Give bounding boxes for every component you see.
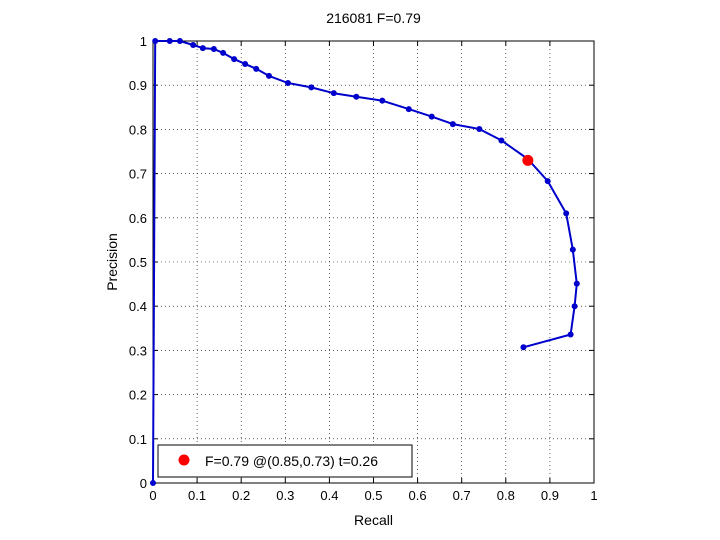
data-point [330, 90, 337, 97]
x-tick-label: 0.2 [232, 488, 250, 503]
y-tick-label: 0.9 [129, 78, 147, 93]
data-point [220, 49, 227, 56]
data-point [199, 45, 206, 52]
y-tick-label: 0.5 [129, 255, 147, 270]
data-point [567, 331, 574, 338]
series-layer [150, 38, 580, 486]
data-point [379, 97, 386, 104]
data-point [190, 41, 197, 48]
x-tick-label: 0 [149, 488, 156, 503]
data-point [571, 303, 578, 310]
y-tick-label: 0.2 [129, 388, 147, 403]
x-tick-label: 0.8 [497, 488, 515, 503]
data-point [150, 480, 156, 486]
y-tick-label: 1 [140, 34, 147, 49]
legend-marker [178, 454, 190, 466]
data-point [353, 93, 360, 100]
y-tick-label: 0.4 [129, 299, 147, 314]
chart-title: 216081 F=0.79 [326, 10, 421, 26]
x-tick-label: 0.1 [188, 488, 206, 503]
data-point [544, 178, 551, 185]
data-point [449, 121, 456, 128]
x-tick-label: 1 [590, 488, 597, 503]
best-f-point [522, 154, 534, 166]
data-point [253, 65, 260, 72]
data-point [176, 38, 183, 44]
data-point [569, 246, 576, 253]
legend: F=0.79 @(0.85,0.73) t=0.26 [157, 444, 413, 478]
x-tick-label: 0.4 [320, 488, 338, 503]
data-point [563, 210, 570, 217]
grid-lines [153, 41, 594, 483]
legend-box [157, 444, 413, 478]
x-tick-label: 0.7 [453, 488, 471, 503]
data-point [405, 106, 412, 113]
y-tick-label: 0.7 [129, 167, 147, 182]
y-tick-label: 0.1 [129, 432, 147, 447]
data-point [166, 38, 173, 44]
data-point [210, 45, 217, 52]
plot-frame [152, 40, 595, 484]
data-point [231, 56, 238, 63]
data-point [428, 113, 435, 120]
data-point [242, 60, 249, 67]
data-point [152, 38, 159, 44]
x-tick-label: 0.3 [276, 488, 294, 503]
data-point [498, 137, 505, 144]
data-point [284, 79, 291, 86]
data-point [308, 84, 315, 91]
x-tick-label: 0.5 [364, 488, 382, 503]
y-tick-label: 0.6 [129, 211, 147, 226]
data-point [520, 344, 527, 351]
x-tick-label: 0.6 [409, 488, 427, 503]
x-tick-label: 0.9 [541, 488, 559, 503]
axis-ticks: 0 0.1 0.2 0.3 0.4 0.5 0.6 0.7 0.8 0.9 1 0 0.1 0.2 0.3 0… [129, 34, 598, 503]
y-tick-label: 0 [140, 476, 147, 491]
data-point [573, 280, 580, 287]
data-point [476, 125, 483, 132]
y-tick-label: 0.3 [129, 343, 147, 358]
data-point [265, 72, 272, 79]
y-tick-label: 0.8 [129, 122, 147, 137]
legend-entry: F=0.79 @(0.85,0.73) t=0.26 [205, 453, 378, 469]
y-axis-label: Precision [104, 233, 120, 291]
x-axis-label: Recall [354, 512, 393, 528]
